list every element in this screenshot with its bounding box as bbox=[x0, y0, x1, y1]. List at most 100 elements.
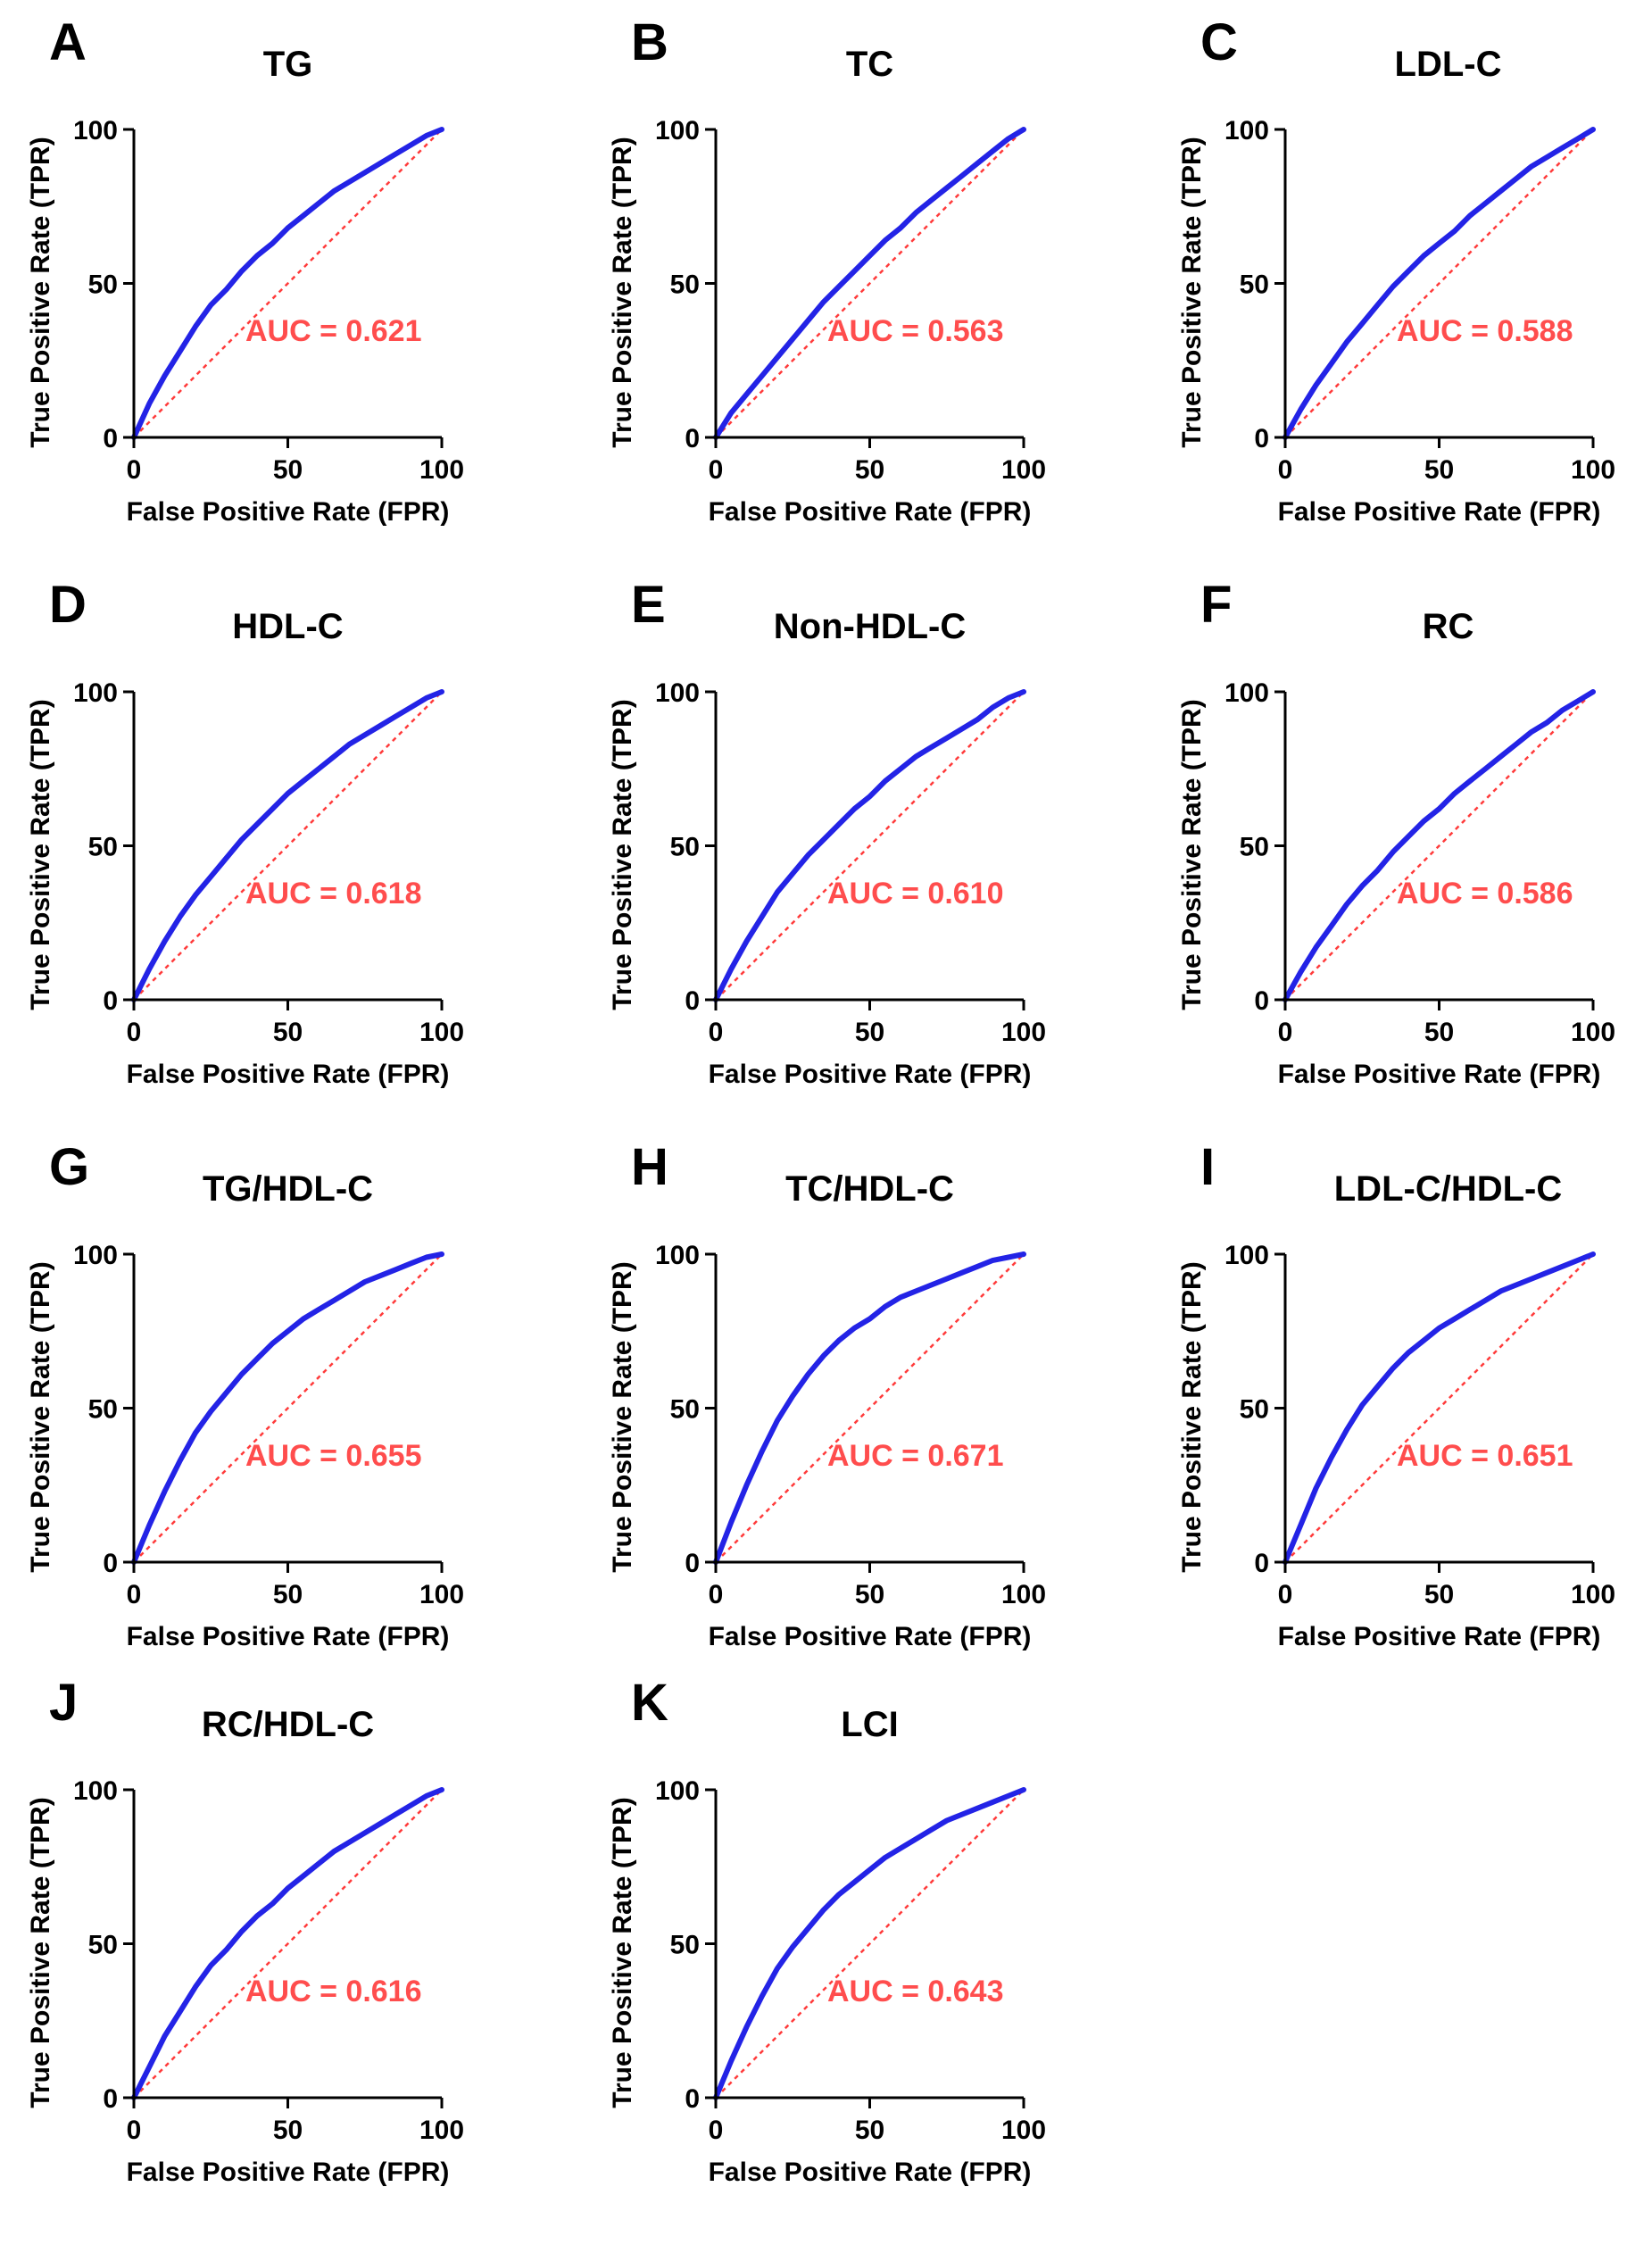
x-tick-label: 100 bbox=[1571, 455, 1615, 485]
y-tick-label: 50 bbox=[670, 1395, 700, 1425]
x-tick-label: 0 bbox=[127, 2116, 142, 2145]
y-tick-label: 0 bbox=[103, 986, 118, 1016]
panel-k: K LCI 00 50 50 100 100 False Positive Rate (FPR… bbox=[608, 1674, 1046, 2187]
panel-title: HDL-C bbox=[232, 607, 343, 646]
reference-line bbox=[715, 1253, 1025, 1563]
x-tick-label: 0 bbox=[127, 1580, 142, 1609]
x-tick-label: 0 bbox=[1278, 1580, 1293, 1609]
x-tick-label: 0 bbox=[127, 455, 142, 485]
y-tick-label: 100 bbox=[1224, 1241, 1269, 1270]
auc-label: AUC = 0.586 bbox=[1397, 877, 1573, 910]
x-tick-label: 50 bbox=[273, 1580, 303, 1609]
panel-c: C LDL-C 00 50 50 100 100 False Positive Rate (F… bbox=[1177, 13, 1615, 527]
auc-label: AUC = 0.621 bbox=[245, 314, 422, 348]
auc-label: AUC = 0.643 bbox=[827, 1975, 1004, 2008]
roc-curve bbox=[131, 1251, 444, 1565]
panel-title: LCI bbox=[841, 1705, 898, 1744]
x-tick-label: 50 bbox=[1424, 1580, 1454, 1609]
y-tick-label: 100 bbox=[655, 678, 700, 708]
y-axis-label: True Positive Rate (TPR) bbox=[26, 1797, 55, 2108]
y-axis-label: True Positive Rate (TPR) bbox=[608, 699, 637, 1010]
roc-curve bbox=[131, 689, 444, 1002]
x-tick-label: 100 bbox=[419, 1018, 464, 1047]
panel-letter: G bbox=[49, 1138, 89, 1196]
x-axis-label: False Positive Rate (FPR) bbox=[127, 497, 450, 527]
roc-curve bbox=[1283, 1251, 1596, 1565]
auc-label: AUC = 0.671 bbox=[827, 1439, 1004, 1473]
reference-line bbox=[133, 691, 443, 1001]
auc-label: AUC = 0.618 bbox=[245, 877, 422, 910]
panel-a: A TG 00 50 50 100 100 False Positive Rate (FPR)… bbox=[26, 13, 464, 527]
auc-label: AUC = 0.588 bbox=[1397, 314, 1573, 348]
x-tick-label: 50 bbox=[273, 2116, 303, 2145]
panel-f: F RC 00 50 50 100 100 False Positive Rate (FPR)… bbox=[1177, 576, 1615, 1089]
x-tick-label: 100 bbox=[419, 2116, 464, 2145]
y-tick-label: 50 bbox=[88, 270, 118, 300]
y-tick-label: 50 bbox=[88, 833, 118, 862]
auc-label: AUC = 0.651 bbox=[1397, 1439, 1573, 1473]
y-tick-label: 100 bbox=[1224, 116, 1269, 146]
x-tick-label: 100 bbox=[1001, 1018, 1046, 1047]
roc-curve bbox=[1283, 689, 1596, 1002]
y-tick-label: 0 bbox=[1254, 424, 1269, 453]
panel-title: Non-HDL-C bbox=[774, 607, 967, 646]
reference-line bbox=[715, 691, 1025, 1001]
panel-title: TC bbox=[846, 45, 893, 84]
y-tick-label: 0 bbox=[685, 986, 700, 1016]
panel-d: D HDL-C 00 50 50 100 100 False Positive Rate (F… bbox=[26, 576, 464, 1089]
x-tick-label: 50 bbox=[273, 1018, 303, 1047]
y-tick-label: 0 bbox=[685, 1549, 700, 1578]
x-tick-label: 50 bbox=[855, 1018, 884, 1047]
y-tick-label: 50 bbox=[88, 1931, 118, 1960]
reference-line bbox=[1284, 129, 1594, 438]
y-axis-label: True Positive Rate (TPR) bbox=[608, 1797, 637, 2108]
x-tick-label: 50 bbox=[1424, 455, 1454, 485]
x-tick-label: 0 bbox=[127, 1018, 142, 1047]
panel-letter: H bbox=[631, 1138, 668, 1196]
y-axis-label: True Positive Rate (TPR) bbox=[26, 1261, 55, 1572]
y-tick-label: 100 bbox=[1224, 678, 1269, 708]
roc-curve bbox=[713, 689, 1026, 1002]
y-tick-label: 0 bbox=[1254, 1549, 1269, 1578]
panel-j: J RC/HDL-C 00 50 50 100 100 False Positive Rate… bbox=[26, 1674, 464, 2187]
y-axis-label: True Positive Rate (TPR) bbox=[1177, 699, 1207, 1010]
roc-curve bbox=[131, 1787, 444, 2100]
panel-title: LDL-C/HDL-C bbox=[1334, 1169, 1563, 1209]
y-axis-label: True Positive Rate (TPR) bbox=[26, 137, 55, 447]
y-tick-label: 0 bbox=[1254, 986, 1269, 1016]
panel-letter: K bbox=[631, 1674, 668, 1732]
y-tick-label: 100 bbox=[655, 1241, 700, 1270]
y-tick-label: 0 bbox=[103, 2084, 118, 2114]
y-tick-label: 50 bbox=[670, 833, 700, 862]
auc-label: AUC = 0.610 bbox=[827, 877, 1004, 910]
x-axis-label: False Positive Rate (FPR) bbox=[1278, 1622, 1601, 1651]
x-axis-label: False Positive Rate (FPR) bbox=[1278, 1060, 1601, 1089]
x-tick-label: 50 bbox=[855, 455, 884, 485]
reference-line bbox=[715, 129, 1025, 438]
reference-line bbox=[1284, 1253, 1594, 1563]
x-tick-label: 100 bbox=[1571, 1580, 1615, 1609]
y-tick-label: 100 bbox=[73, 1776, 118, 1806]
reference-line bbox=[133, 129, 443, 438]
y-axis-label: True Positive Rate (TPR) bbox=[608, 137, 637, 447]
reference-line bbox=[133, 1253, 443, 1563]
y-axis-label: True Positive Rate (TPR) bbox=[1177, 1261, 1207, 1572]
panel-letter: A bbox=[49, 13, 87, 71]
x-axis-label: False Positive Rate (FPR) bbox=[709, 497, 1032, 527]
y-tick-label: 100 bbox=[73, 1241, 118, 1270]
x-tick-label: 0 bbox=[1278, 1018, 1293, 1047]
x-tick-label: 50 bbox=[855, 2116, 884, 2145]
y-axis-label: True Positive Rate (TPR) bbox=[608, 1261, 637, 1572]
y-tick-label: 50 bbox=[670, 1931, 700, 1960]
y-tick-label: 100 bbox=[655, 116, 700, 146]
y-tick-label: 0 bbox=[685, 424, 700, 453]
x-axis-label: False Positive Rate (FPR) bbox=[1278, 497, 1601, 527]
x-axis-label: False Positive Rate (FPR) bbox=[127, 2158, 450, 2187]
x-tick-label: 100 bbox=[1001, 2116, 1046, 2145]
panel-title: TC/HDL-C bbox=[785, 1169, 954, 1209]
y-tick-label: 0 bbox=[103, 424, 118, 453]
roc-curve bbox=[713, 127, 1026, 440]
y-tick-label: 0 bbox=[103, 1549, 118, 1578]
panel-letter: D bbox=[49, 576, 87, 634]
